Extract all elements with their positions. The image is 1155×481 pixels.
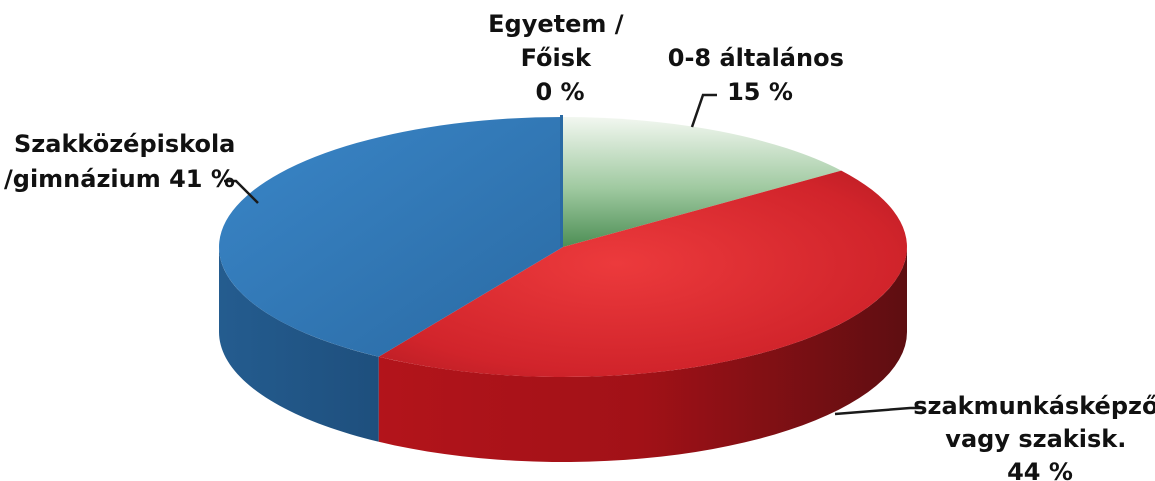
slice-szakkozep	[219, 117, 563, 357]
label-leader-lines	[224, 93, 924, 416]
label-egyetem-line-2: Főisk	[521, 44, 592, 72]
label-szakmunkas-line-2: vagy szakisk.	[945, 425, 1126, 453]
leader-szakmunkas	[834, 406, 924, 416]
leader-altalanos	[690, 93, 717, 128]
slice-side-szakkozep	[219, 247, 379, 442]
label-szakkozep: Szakközépiskola /gimnázium 41 %	[4, 130, 244, 193]
label-altalanos-line-1: 0-8 általános	[668, 44, 844, 72]
label-egyetem-line-3: 0 %	[535, 78, 584, 106]
label-egyetem-line-1: Egyetem /	[488, 10, 624, 38]
label-szakmunkas-line-3: 44 %	[1007, 458, 1073, 481]
label-szakkozep-line-2: /gimnázium 41 %	[4, 165, 235, 193]
label-egyetem: Egyetem / Főisk 0 %	[488, 10, 632, 106]
pie-top-faces	[219, 115, 907, 377]
slice-altalanos	[563, 117, 842, 247]
label-szakmunkas-line-1: szakmunkásképző	[913, 392, 1155, 420]
pie-side-walls	[219, 247, 907, 462]
label-szakmunkas: szakmunkásképző vagy szakisk. 44 %	[913, 392, 1155, 481]
slice-side-szakmunkas	[378, 247, 907, 462]
label-szakkozep-line-1: Szakközépiskola	[14, 130, 235, 158]
label-altalanos-line-2: 15 %	[727, 78, 793, 106]
leader-szakkozep	[224, 179, 259, 204]
slice-szakmunkas	[378, 170, 907, 377]
slice-edge-szakkozep	[560, 115, 563, 247]
label-altalanos: 0-8 általános 15 %	[668, 44, 852, 106]
